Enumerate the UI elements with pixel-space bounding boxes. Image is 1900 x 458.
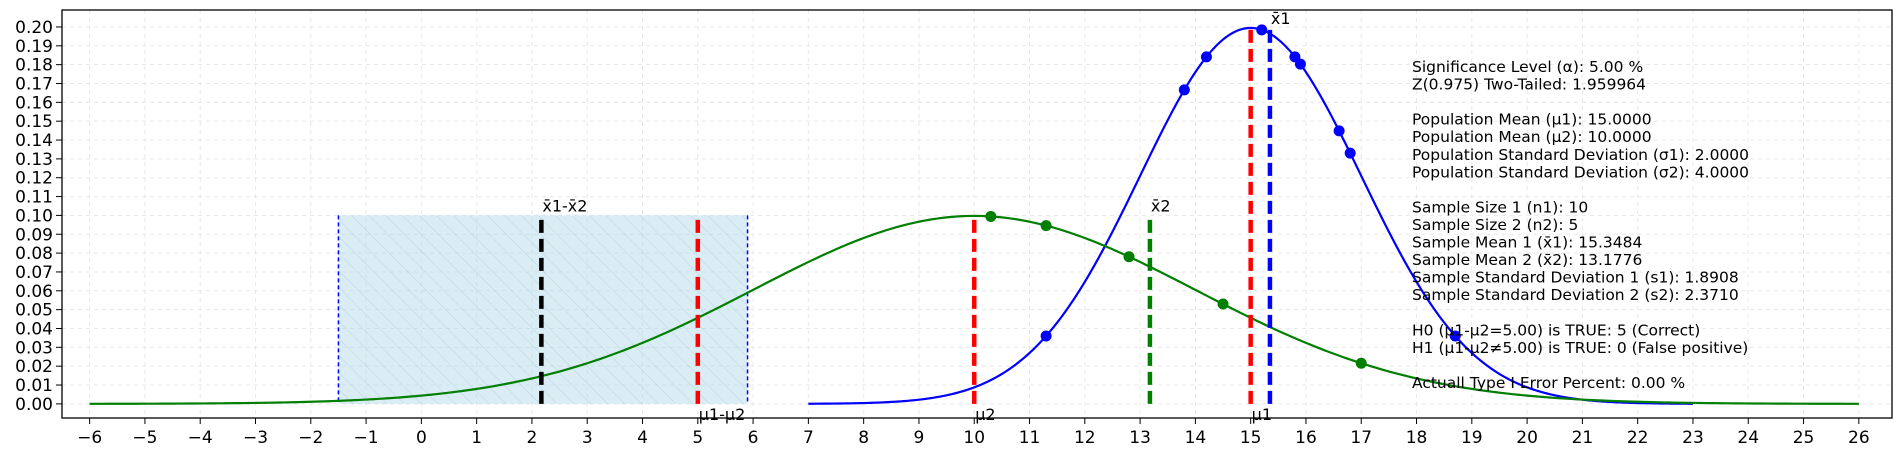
- x-tick-label: 18: [1406, 428, 1428, 448]
- sample-point-2: [985, 210, 997, 222]
- y-tick-label: 0.02: [15, 357, 53, 377]
- sample-point-1: [1040, 330, 1052, 342]
- x-tick-label: −4: [188, 428, 213, 448]
- sample-point-1: [1449, 330, 1461, 342]
- info-line: H1 (μ1-μ2≠5.00) is TRUE: 0 (False positi…: [1412, 339, 1748, 357]
- mean-line-label: x̄1: [1271, 9, 1291, 28]
- y-tick-label: 0.04: [15, 319, 53, 339]
- y-tick-label: 0.06: [15, 282, 53, 302]
- plot-frame: [61, 9, 1893, 419]
- info-line: Sample Size 2 (n2): 5: [1412, 216, 1578, 234]
- x-tick-label: −2: [298, 428, 323, 448]
- x-tick-label: 20: [1516, 428, 1538, 448]
- sample-point-1: [1200, 51, 1212, 63]
- y-tick-label: 0.03: [15, 338, 53, 358]
- x-tick-label: 5: [692, 428, 703, 448]
- x-tick-label: −3: [243, 428, 268, 448]
- info-line: Sample Mean 1 (x̄1): 15.3484: [1412, 234, 1642, 252]
- x-tick-label: 17: [1350, 428, 1372, 448]
- info-line: Significance Level (α): 5.00 %: [1412, 58, 1643, 76]
- y-tick-label: 0.15: [15, 112, 53, 132]
- y-tick-label: 0.07: [15, 263, 53, 283]
- info-line: Population Mean (μ2): 10.0000: [1412, 128, 1652, 146]
- x-tick-label: 13: [1129, 428, 1151, 448]
- x-tick-label: 16: [1295, 428, 1317, 448]
- x-tick-label: 6: [748, 428, 759, 448]
- x-tick-label: 9: [914, 428, 925, 448]
- info-line: Sample Size 1 (n1): 10: [1412, 198, 1588, 216]
- info-line: Z(0.975) Two-Tailed: 1.959964: [1412, 76, 1646, 94]
- x-tick-label: 10: [963, 428, 985, 448]
- y-tick-label: 0.10: [15, 206, 53, 226]
- x-tick-label: 19: [1461, 428, 1483, 448]
- info-line: H0 (μ1-μ2=5.00) is TRUE: 5 (Correct): [1412, 321, 1700, 339]
- sample-points: [985, 24, 1461, 369]
- x-tick-label: 12: [1074, 428, 1096, 448]
- x-tick-label: 22: [1627, 428, 1649, 448]
- y-tick-label: 0.00: [15, 395, 53, 415]
- y-tick-label: 0.16: [15, 93, 53, 113]
- y-tick-label: 0.11: [15, 188, 53, 208]
- x-axis: −6 −5 −4 −3 −2 −1 0 1 2 3 4 5 6 7 8 9 10 11 12 13 14 15 16 17 18…: [77, 418, 1870, 448]
- y-tick-label: 0.14: [15, 131, 53, 151]
- mean-line-label: μ1-μ2: [699, 405, 746, 424]
- sample-point-1: [1294, 58, 1306, 70]
- x-tick-label: 14: [1185, 428, 1207, 448]
- y-tick-label: 0.05: [15, 301, 53, 321]
- y-tick-label: 0.13: [15, 150, 53, 170]
- y-axis: 0.000.010.020.030.040.050.060.070.080.09…: [15, 18, 62, 415]
- mean-lines: [539, 27, 1273, 404]
- x-tick-label: 24: [1737, 428, 1759, 448]
- y-tick-label: 0.19: [15, 37, 53, 57]
- y-tick-label: 0.20: [15, 18, 53, 38]
- y-tick-label: 0.17: [15, 74, 53, 94]
- y-tick-label: 0.01: [15, 376, 53, 396]
- sample-point-1: [1178, 84, 1190, 96]
- info-line: Sample Standard Deviation 1 (s1): 1.8908: [1412, 269, 1739, 287]
- x-tick-label: −5: [132, 428, 157, 448]
- sample-point-2: [1217, 298, 1229, 310]
- mean-line-label: x̄2: [1151, 196, 1171, 215]
- info-line: Population Standard Deviation (σ2): 4.00…: [1412, 163, 1749, 181]
- density-curve-2: [89, 214, 1859, 405]
- sample-point-2: [1040, 220, 1052, 232]
- mean-line-label: x̄1-x̄2: [542, 196, 587, 215]
- x-tick-label: −1: [354, 428, 379, 448]
- x-tick-label: 3: [582, 428, 593, 448]
- mean-line-label: μ2: [975, 405, 995, 424]
- y-tick-label: 0.08: [15, 244, 53, 264]
- x-tick-label: 21: [1572, 428, 1594, 448]
- info-line: Sample Mean 2 (x̄2): 13.1776: [1412, 251, 1642, 269]
- info-line: Population Standard Deviation (σ1): 2.00…: [1412, 146, 1749, 164]
- x-tick-label: 8: [858, 428, 869, 448]
- y-tick-label: 0.12: [15, 169, 53, 189]
- info-line: Actuall Type I Error Percent: 0.00 %: [1412, 374, 1685, 392]
- sample-point-1: [1344, 147, 1356, 159]
- x-tick-label: 1: [471, 428, 482, 448]
- sample-point-1: [1333, 125, 1345, 137]
- info-line: Population Mean (μ1): 15.0000: [1412, 111, 1652, 129]
- x-tick-label: 4: [637, 428, 648, 448]
- curves: [89, 26, 1859, 405]
- sample-point-2: [1123, 251, 1135, 263]
- x-tick-label: 0: [416, 428, 427, 448]
- x-tick-label: 11: [1019, 428, 1041, 448]
- y-tick-label: 0.18: [15, 56, 53, 76]
- x-tick-label: −6: [77, 428, 102, 448]
- info-line: Sample Standard Deviation 2 (s2): 2.3710: [1412, 286, 1739, 304]
- x-tick-label: 7: [803, 428, 814, 448]
- sample-point-2: [1355, 357, 1367, 369]
- y-tick-label: 0.09: [15, 225, 53, 245]
- sample-point-1: [1256, 24, 1268, 36]
- mean-line-label: μ1: [1252, 405, 1272, 424]
- density-curve-1: [808, 26, 1693, 405]
- x-tick-label: 25: [1793, 428, 1815, 448]
- line-labels: x̄1-x̄2 μ1-μ2 μ2 x̄2 μ1 x̄1: [542, 9, 1290, 424]
- x-tick-label: 23: [1682, 428, 1704, 448]
- info-panel: Significance Level (α): 5.00 %Z(0.975) T…: [1412, 58, 1749, 392]
- x-tick-label: 2: [527, 428, 538, 448]
- x-tick-label: 26: [1848, 428, 1870, 448]
- x-tick-label: 15: [1240, 428, 1262, 448]
